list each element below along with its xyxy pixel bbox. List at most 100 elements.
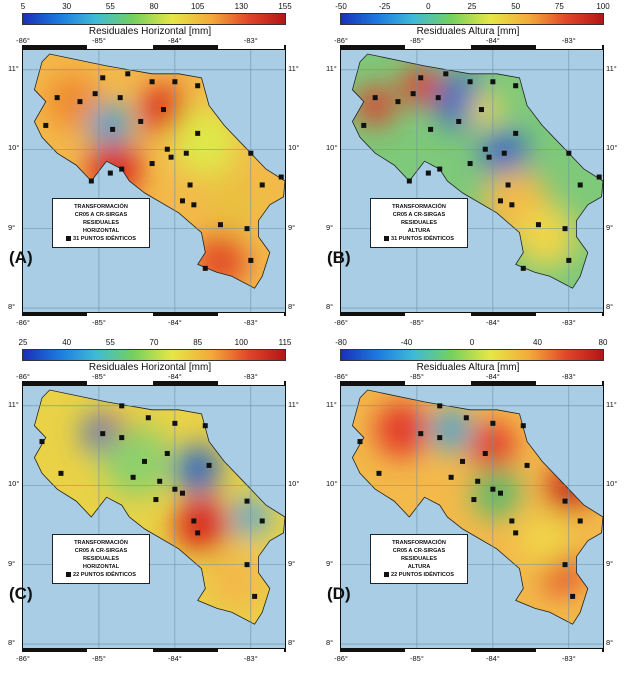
longitude-label: -84°	[485, 318, 500, 327]
station-marker	[278, 174, 284, 180]
station-marker	[244, 562, 250, 568]
legend-line: CR05 A CR-SIRGAS	[74, 212, 128, 218]
station-square-icon	[384, 236, 389, 242]
station-marker	[448, 474, 454, 480]
station-marker	[482, 450, 488, 456]
station-marker	[357, 439, 363, 445]
station-marker	[425, 170, 431, 176]
legend-points-row: 31 PUNTOS IDÉNTICOS	[374, 235, 464, 243]
legend-line: ALTURA	[407, 228, 431, 234]
colorbar-tick-label: 50	[511, 2, 521, 11]
station-marker	[110, 126, 116, 132]
residual-anomaly	[375, 401, 429, 458]
station-marker	[513, 130, 519, 136]
colorbar	[22, 13, 286, 25]
station-marker	[172, 486, 178, 492]
residual-anomaly	[515, 204, 577, 269]
residual-anomaly	[102, 425, 172, 498]
longitude-label: -86°	[334, 36, 348, 45]
latitude-label: 11°	[8, 63, 19, 73]
latitude-label: 8°	[606, 638, 614, 648]
longitude-label: -83°	[243, 372, 258, 381]
residual-anomaly	[174, 445, 221, 494]
station-marker	[490, 420, 496, 426]
longitude-label: -86°	[334, 654, 348, 663]
station-marker	[482, 146, 488, 152]
colorbar	[22, 349, 286, 361]
colorbar-title: Residuales Horizontal [mm]	[88, 26, 212, 37]
station-marker	[187, 182, 193, 188]
station-marker	[566, 150, 572, 156]
colorbar	[340, 349, 604, 361]
station-marker	[437, 403, 443, 409]
residual-anomaly	[205, 173, 267, 237]
map-frame-top	[340, 45, 604, 49]
station-marker	[478, 107, 484, 113]
station-marker	[471, 497, 477, 503]
longitude-label: -83°	[243, 36, 258, 45]
station-marker	[428, 126, 434, 132]
station-marker	[497, 198, 503, 204]
station-marker	[142, 458, 148, 464]
map-frame-bottom	[22, 312, 286, 316]
latitude-label: 11°	[326, 63, 337, 73]
longitude-label: -86°	[16, 36, 30, 45]
station-marker	[395, 99, 401, 105]
station-marker	[509, 518, 515, 524]
colorbar-tick-label: 115	[278, 338, 292, 347]
residual-anomaly	[205, 548, 267, 613]
station-marker	[202, 423, 208, 429]
colorbar-tick-label: 75	[554, 2, 564, 11]
latitude-label: 10°	[8, 479, 20, 489]
station-marker	[410, 91, 416, 97]
station-marker	[562, 226, 568, 232]
station-marker	[577, 182, 583, 188]
station-marker	[195, 130, 201, 136]
legend-line: TRANSFORMACIÓN	[74, 204, 128, 210]
legend-points-label: 22 PUNTOS IDÉNTICOS	[391, 572, 454, 578]
latitude-label: 9°	[288, 558, 296, 568]
colorbar-tick-label: 30	[62, 2, 72, 11]
map-area	[22, 385, 286, 649]
longitude-label: -84°	[485, 36, 500, 45]
station-marker	[149, 79, 155, 85]
station-marker	[164, 146, 170, 152]
longitude-label: -84°	[485, 372, 500, 381]
station-marker	[183, 150, 189, 156]
station-marker	[259, 518, 265, 524]
longitude-label: -85°	[92, 372, 106, 381]
panel-label: (A)	[9, 248, 33, 267]
station-marker	[153, 497, 159, 503]
coastline	[351, 389, 603, 625]
station-marker	[54, 95, 60, 101]
longitude-label: -85°	[410, 654, 424, 663]
longitude-label: -85°	[410, 318, 424, 327]
legend-line: RESIDUALES	[400, 556, 438, 562]
station-marker	[195, 530, 201, 536]
residual-anomaly	[519, 513, 573, 569]
station-marker	[149, 161, 155, 167]
station-marker	[195, 83, 201, 89]
map-area	[340, 49, 604, 313]
station-marker	[562, 498, 568, 504]
colorbar-tick-label: 5	[20, 2, 26, 11]
residual-anomaly	[429, 407, 473, 452]
colorbar-tick-label: 80	[149, 2, 159, 11]
station-marker	[501, 150, 507, 156]
legend-points-row: 22 PUNTOS IDÉNTICOS	[374, 571, 464, 579]
legend-points-label: 31 PUNTOS IDÉNTICOS	[391, 236, 454, 242]
colorbar-tick-label: -80	[335, 338, 347, 347]
latitude-label: 11°	[606, 399, 617, 409]
map-legend: TRANSFORMACIÓN CR05 A CR-SIRGAS RESIDUALES…	[370, 534, 468, 584]
colorbar-tick-label: 55	[105, 2, 115, 11]
longitude-label: -85°	[92, 36, 106, 45]
longitude-label: -85°	[92, 318, 106, 327]
station-marker	[179, 490, 185, 496]
map-svg	[23, 50, 285, 312]
station-marker	[372, 95, 378, 101]
latitude-label: 8°	[326, 638, 334, 648]
legend-line: HORIZONTAL	[82, 228, 120, 234]
colorbar-tick-label: 100	[234, 338, 249, 347]
station-marker	[168, 154, 174, 160]
latitude-label: 10°	[8, 143, 20, 153]
